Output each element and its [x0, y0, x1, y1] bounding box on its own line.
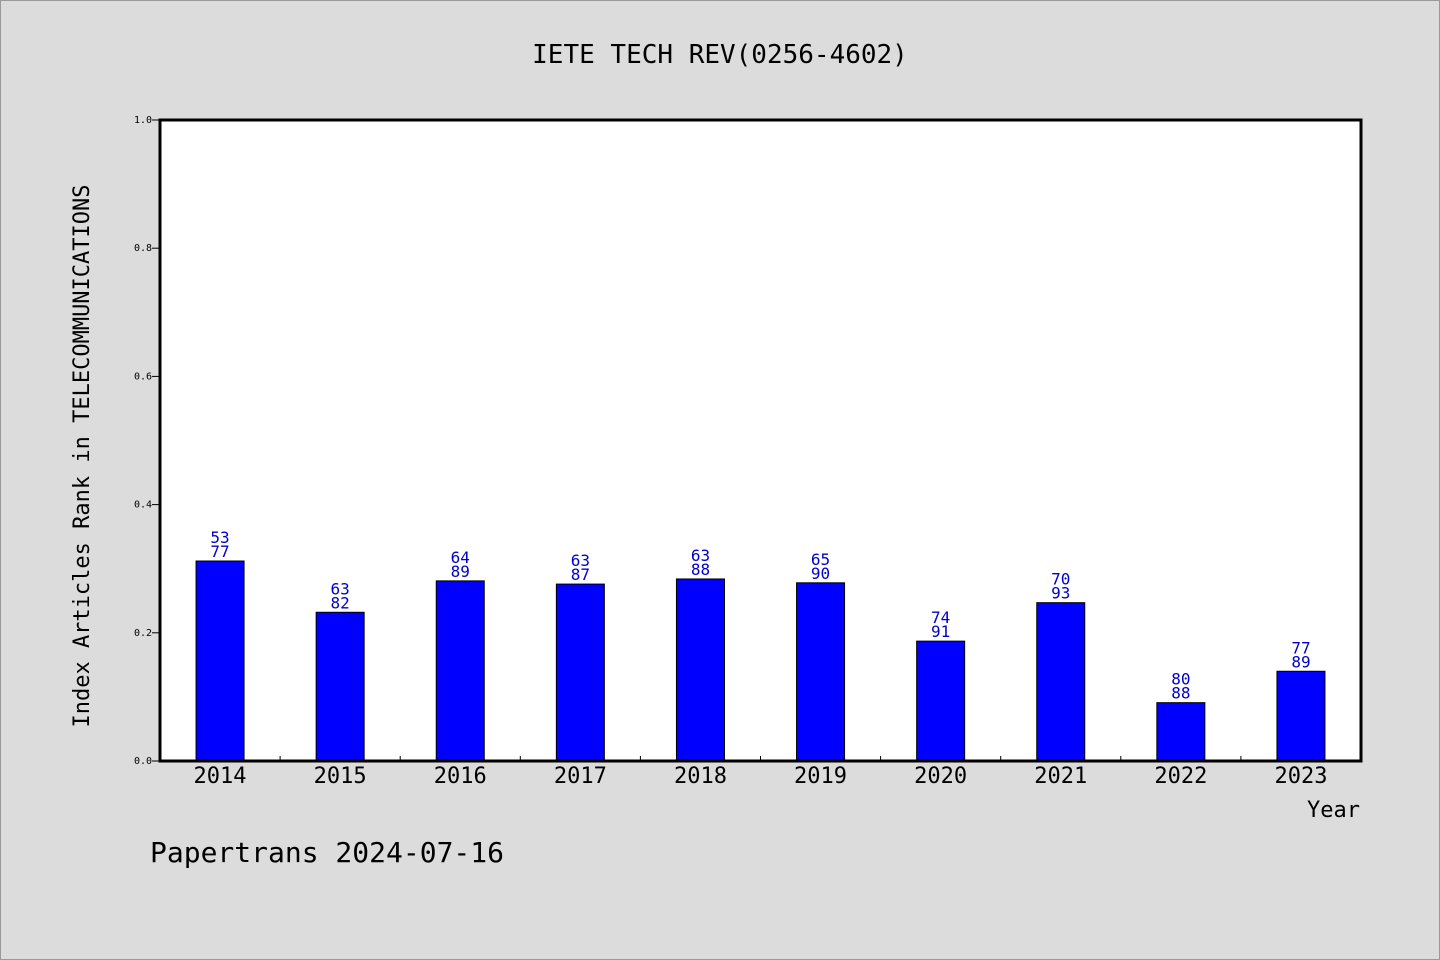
data-label-bottom: 77 — [210, 542, 229, 561]
data-label-top: 74 — [931, 608, 950, 627]
bar-2014 — [195, 560, 245, 762]
data-label-top: 65 — [811, 550, 830, 569]
data-label-top: 70 — [1051, 570, 1070, 589]
bar-2022 — [1156, 702, 1206, 762]
bar-2018 — [675, 578, 725, 762]
data-label-top: 63 — [691, 546, 710, 565]
data-label-bottom: 90 — [811, 564, 830, 583]
data-label-bottom: 88 — [1171, 684, 1190, 703]
bar-2017 — [555, 583, 605, 762]
x-tick-label: 2019 — [794, 764, 847, 789]
plot-border — [158, 118, 1363, 763]
y-tick-label: 0.8 — [134, 243, 152, 254]
bar-2021 — [1036, 602, 1086, 762]
x-tick-label: 2020 — [914, 764, 967, 789]
y-tick-label: 0.6 — [134, 371, 152, 382]
x-tick-label: 2016 — [434, 764, 487, 789]
bar-2015 — [315, 611, 365, 762]
data-label-bottom: 82 — [331, 593, 350, 612]
data-label-top: 63 — [331, 579, 350, 598]
y-tick-label: 1.0 — [134, 115, 152, 126]
data-label-bottom: 88 — [691, 560, 710, 579]
footer-date-text: Papertrans 2024-07-16 — [150, 836, 504, 869]
data-label-bottom: 91 — [931, 622, 950, 641]
x-tick-label: 2023 — [1274, 764, 1327, 789]
y-tick-label: 0.2 — [134, 628, 152, 639]
bar-2016 — [435, 580, 485, 762]
bars — [195, 560, 1326, 762]
bar-2023 — [1276, 670, 1326, 762]
x-tick-label: 2015 — [314, 764, 367, 789]
y-axis-label: Index Articles Rank in TELECOMMUNICATION… — [70, 184, 95, 727]
data-label-top: 64 — [451, 548, 470, 567]
bar-2020 — [916, 640, 966, 762]
data-label-bottom: 89 — [1291, 652, 1310, 671]
y-tick-label: 0.0 — [134, 756, 152, 767]
bar-2019 — [796, 582, 846, 762]
x-tick-label: 2018 — [674, 764, 727, 789]
y-tick-label: 0.4 — [134, 500, 152, 511]
data-label-bottom: 93 — [1051, 584, 1070, 603]
y-axis-ticks: 0.0 0.2 0.4 0.6 0.8 1.0 — [134, 115, 160, 767]
x-tick-label: 2022 — [1154, 764, 1207, 789]
x-tick-label: 2014 — [194, 764, 247, 789]
x-axis-ticks: 2014 2015 2016 2017 2018 2019 2020 2021 2022 2023 — [194, 756, 1327, 789]
data-label-bottom: 89 — [451, 562, 470, 581]
data-label-bottom: 87 — [571, 565, 590, 584]
x-axis-label: Year — [1307, 798, 1360, 823]
chart-title: IETE TECH REV(0256-4602) — [532, 40, 908, 70]
data-label-top: 53 — [210, 528, 229, 547]
data-label-top: 63 — [571, 551, 590, 570]
data-label-top: 77 — [1291, 638, 1310, 657]
x-tick-label: 2021 — [1034, 764, 1087, 789]
data-label-top: 80 — [1171, 670, 1190, 689]
x-tick-label: 2017 — [554, 764, 607, 789]
